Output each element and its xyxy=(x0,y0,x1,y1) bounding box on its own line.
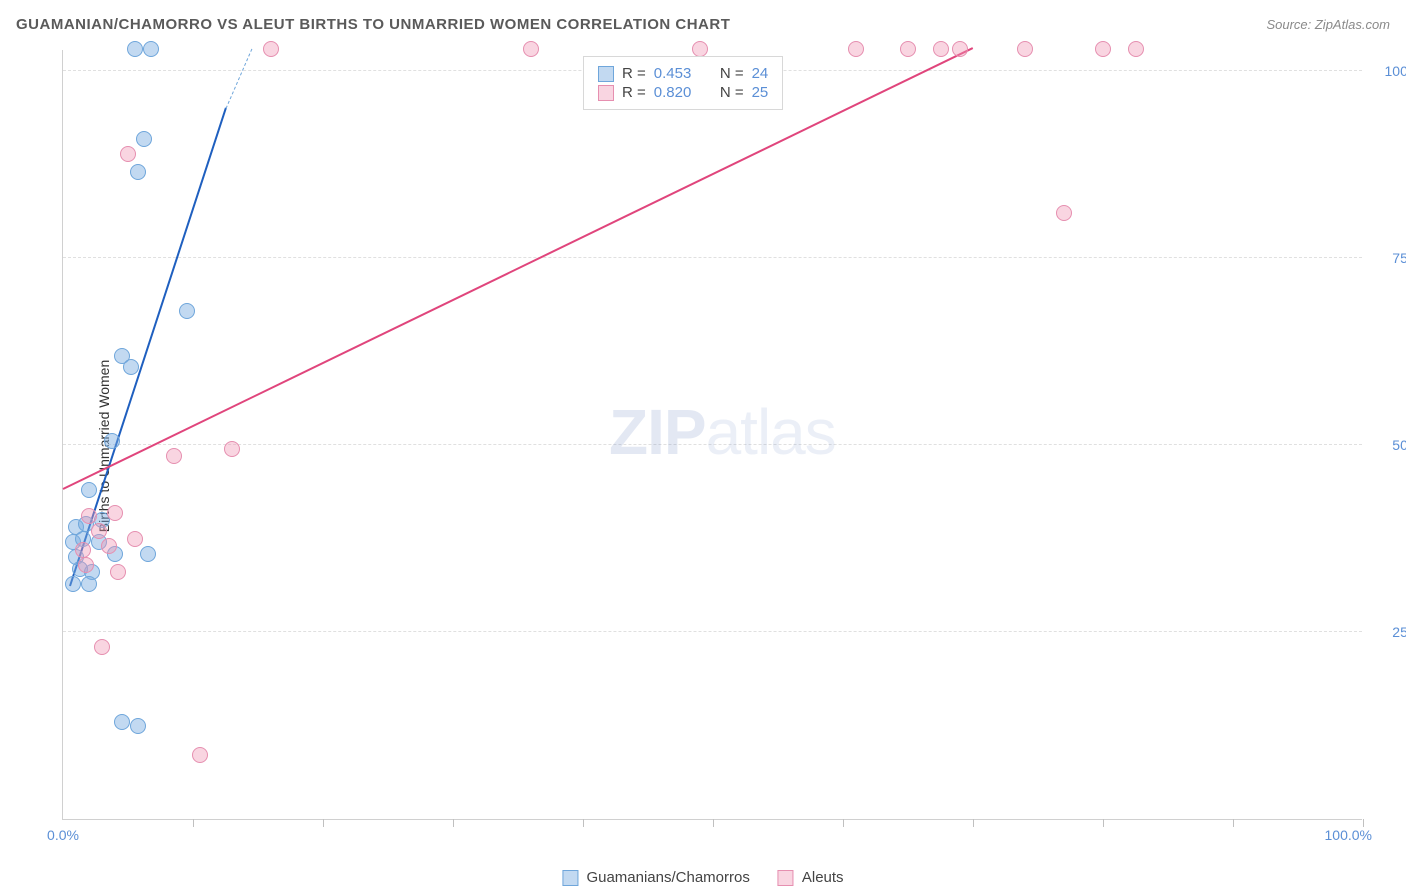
legend-swatch xyxy=(778,870,794,886)
legend-item: Guamanians/Chamorros xyxy=(562,869,749,886)
x-tick xyxy=(843,819,844,827)
data-point xyxy=(692,41,708,57)
data-point xyxy=(179,303,195,319)
legend-label: Guamanians/Chamorros xyxy=(586,869,749,886)
trend-line xyxy=(63,47,974,490)
trend-line xyxy=(225,48,252,108)
data-point xyxy=(140,546,156,562)
data-point xyxy=(127,41,143,57)
data-point xyxy=(123,359,139,375)
y-tick-label: 100.0% xyxy=(1372,63,1406,79)
data-point xyxy=(81,508,97,524)
data-point xyxy=(65,576,81,592)
legend-swatch xyxy=(562,870,578,886)
chart-title: GUAMANIAN/CHAMORRO VS ALEUT BIRTHS TO UN… xyxy=(16,16,730,33)
plot-area: 25.0%50.0%75.0%100.0%0.0%100.0%ZIPatlasR… xyxy=(62,50,1362,820)
data-point xyxy=(130,718,146,734)
x-tick-label: 0.0% xyxy=(47,827,79,843)
legend-swatch xyxy=(598,66,614,82)
x-tick xyxy=(583,819,584,827)
data-point xyxy=(1095,41,1111,57)
data-point xyxy=(104,433,120,449)
data-point xyxy=(114,714,130,730)
data-point xyxy=(1128,41,1144,57)
x-tick xyxy=(1103,819,1104,827)
x-tick xyxy=(713,819,714,827)
watermark: ZIPatlas xyxy=(609,395,836,469)
data-point xyxy=(81,576,97,592)
data-point xyxy=(523,41,539,57)
legend-item: Aleuts xyxy=(778,869,844,886)
data-point xyxy=(1017,41,1033,57)
x-tick xyxy=(193,819,194,827)
data-point xyxy=(192,747,208,763)
data-point xyxy=(120,146,136,162)
y-tick-label: 50.0% xyxy=(1372,437,1406,453)
data-point xyxy=(101,538,117,554)
y-tick-label: 75.0% xyxy=(1372,250,1406,266)
data-point xyxy=(78,557,94,573)
data-point xyxy=(127,531,143,547)
data-point xyxy=(75,542,91,558)
legend-bottom: Guamanians/Chamorros Aleuts xyxy=(562,869,843,886)
data-point xyxy=(933,41,949,57)
legend-stats: R = 0.453 N = 24R = 0.820 N = 25 xyxy=(583,56,783,110)
x-tick xyxy=(453,819,454,827)
data-point xyxy=(81,482,97,498)
data-point xyxy=(110,564,126,580)
data-point xyxy=(136,131,152,147)
data-point xyxy=(1056,205,1072,221)
data-point xyxy=(263,41,279,57)
y-tick-label: 25.0% xyxy=(1372,624,1406,640)
data-point xyxy=(900,41,916,57)
data-point xyxy=(143,41,159,57)
x-tick xyxy=(1233,819,1234,827)
gridline-h xyxy=(63,631,1362,632)
data-point xyxy=(224,441,240,457)
data-point xyxy=(94,639,110,655)
legend-swatch xyxy=(598,85,614,101)
x-tick xyxy=(323,819,324,827)
gridline-h xyxy=(63,257,1362,258)
data-point xyxy=(91,523,107,539)
data-point xyxy=(166,448,182,464)
data-point xyxy=(107,505,123,521)
data-point xyxy=(130,164,146,180)
x-tick xyxy=(1363,819,1364,827)
x-tick-label: 100.0% xyxy=(1325,827,1372,843)
data-point xyxy=(848,41,864,57)
x-tick xyxy=(973,819,974,827)
data-point xyxy=(952,41,968,57)
legend-label: Aleuts xyxy=(802,869,844,886)
source-label: Source: ZipAtlas.com xyxy=(1266,17,1390,32)
gridline-h xyxy=(63,444,1362,445)
